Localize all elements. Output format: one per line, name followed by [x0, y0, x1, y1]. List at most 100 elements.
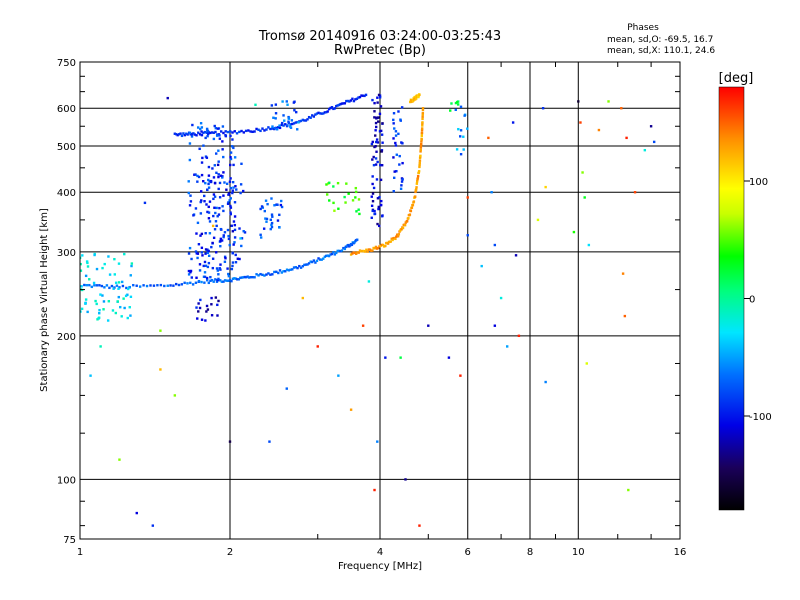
trace-point: [420, 143, 423, 146]
cluster-point: [401, 142, 404, 145]
scatter-point: [159, 329, 162, 332]
cluster-point: [128, 286, 131, 289]
cluster-point: [229, 186, 233, 190]
cluster-point: [275, 128, 279, 131]
trace-point: [205, 131, 209, 135]
trace-point: [299, 266, 303, 269]
cluster-point: [376, 120, 380, 123]
trace-point: [314, 261, 317, 264]
trace-point: [182, 132, 185, 135]
cluster-point: [274, 112, 278, 115]
trace-point: [125, 286, 128, 290]
cluster-point: [398, 154, 401, 158]
cluster-point: [207, 211, 211, 214]
cluster-point: [188, 158, 192, 162]
trace-point: [239, 276, 242, 280]
trace-point: [322, 257, 325, 260]
trace-point: [292, 266, 296, 269]
trace-point: [203, 130, 207, 134]
trace-point: [259, 272, 262, 276]
trace-point: [197, 131, 200, 134]
cluster-point: [205, 203, 208, 206]
cluster-point: [217, 173, 220, 176]
cluster-point: [210, 314, 214, 317]
cluster-point: [98, 311, 101, 315]
cluster-point: [401, 161, 404, 165]
cluster-point: [204, 248, 208, 251]
cluster-point: [210, 303, 213, 306]
scatter-point: [173, 394, 177, 397]
trace-point: [227, 279, 230, 283]
trace-point: [202, 131, 205, 134]
cluster-point: [217, 273, 220, 276]
cluster-point: [206, 129, 210, 133]
cluster-point: [190, 257, 193, 261]
cluster-point: [328, 181, 331, 184]
cluster-point: [394, 134, 398, 137]
trace-point: [234, 277, 238, 280]
trace-point: [253, 276, 256, 279]
trace-point: [132, 283, 135, 287]
cluster-point: [189, 194, 192, 197]
cluster-point: [217, 187, 220, 191]
cluster-point: [374, 129, 377, 132]
trace-point: [306, 263, 309, 266]
cluster-point: [216, 163, 220, 167]
cluster-point: [192, 214, 195, 217]
cluster-point: [195, 232, 198, 235]
cluster-point: [400, 184, 403, 187]
cluster-point: [221, 148, 224, 151]
cluster-point: [197, 302, 200, 305]
cluster-point: [208, 232, 212, 235]
cluster-point: [289, 125, 292, 128]
trace-point: [209, 279, 212, 282]
trace-point: [100, 284, 104, 288]
trace-point: [339, 102, 342, 106]
trace-point: [419, 154, 422, 158]
cluster-point: [230, 224, 233, 227]
cluster-point: [117, 281, 121, 284]
cluster-point: [218, 181, 222, 185]
scatter-point: [89, 374, 92, 377]
cluster-point: [395, 169, 398, 173]
cluster-point: [279, 203, 283, 207]
trace-point: [421, 117, 424, 121]
cluster-point: [374, 121, 378, 125]
trace-point: [351, 97, 354, 100]
cluster-point: [113, 257, 116, 261]
cluster-point: [270, 223, 273, 227]
x-tick-label: 4: [377, 547, 383, 558]
y-axis-label: Stationary phase Virtual Height [km]: [39, 208, 50, 392]
cluster-point: [99, 293, 102, 296]
cluster-point: [223, 181, 226, 184]
cluster-point: [259, 233, 262, 237]
cluster-point: [98, 308, 101, 312]
chart-title: Tromsø 20140916 03:24:00-03:25:43: [258, 29, 501, 44]
cluster-point: [229, 204, 232, 208]
scatter-point: [487, 136, 490, 140]
cluster-point: [194, 207, 198, 210]
cluster-point: [101, 294, 104, 297]
trace-point: [273, 270, 276, 274]
trace-point: [303, 263, 306, 267]
cluster-point: [208, 220, 212, 223]
cluster-point: [231, 138, 234, 141]
trace-point: [349, 99, 353, 102]
cluster-point: [213, 124, 216, 128]
cluster-point: [200, 232, 204, 236]
cluster-point: [199, 127, 202, 131]
cluster-point: [242, 189, 245, 193]
cluster-point: [371, 192, 375, 195]
cluster-point: [187, 180, 190, 183]
cluster-point: [371, 140, 374, 144]
cluster-point: [242, 230, 245, 233]
trace-point: [417, 171, 421, 175]
cluster-point: [84, 302, 87, 305]
trace-point: [215, 280, 219, 283]
trace-point: [420, 138, 423, 141]
trace-point: [418, 165, 421, 169]
cluster-point: [211, 167, 214, 170]
trace-point: [360, 94, 363, 97]
cluster-point: [377, 205, 380, 209]
cluster-point: [351, 199, 355, 202]
